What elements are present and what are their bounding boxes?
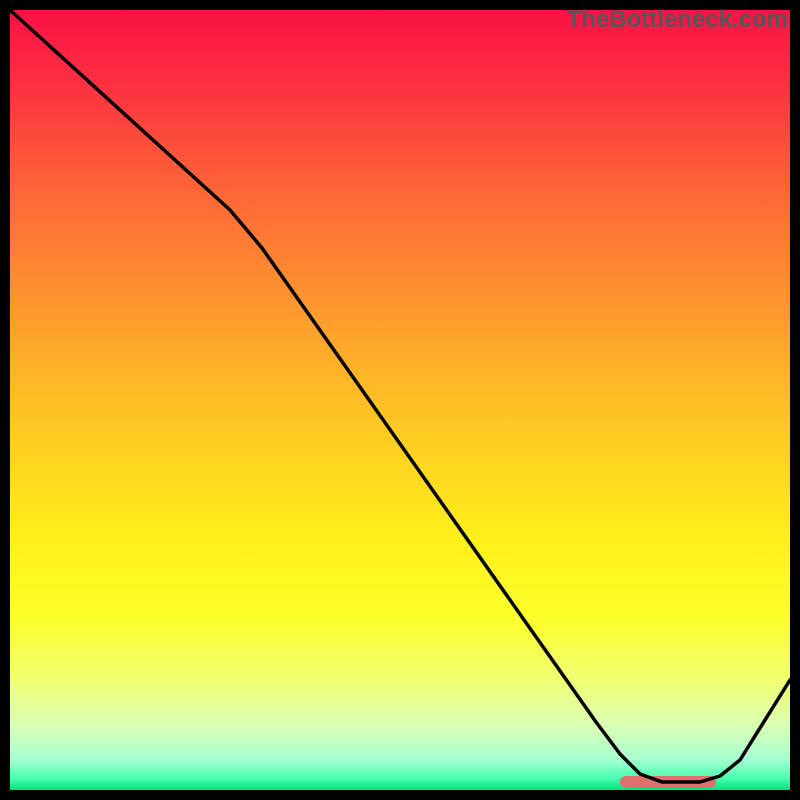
plot-area: TheBottleneck.com [0, 0, 800, 800]
chart-frame: TheBottleneck.com [0, 0, 800, 800]
plot-border [0, 0, 800, 800]
watermark-text: TheBottleneck.com [567, 6, 788, 34]
